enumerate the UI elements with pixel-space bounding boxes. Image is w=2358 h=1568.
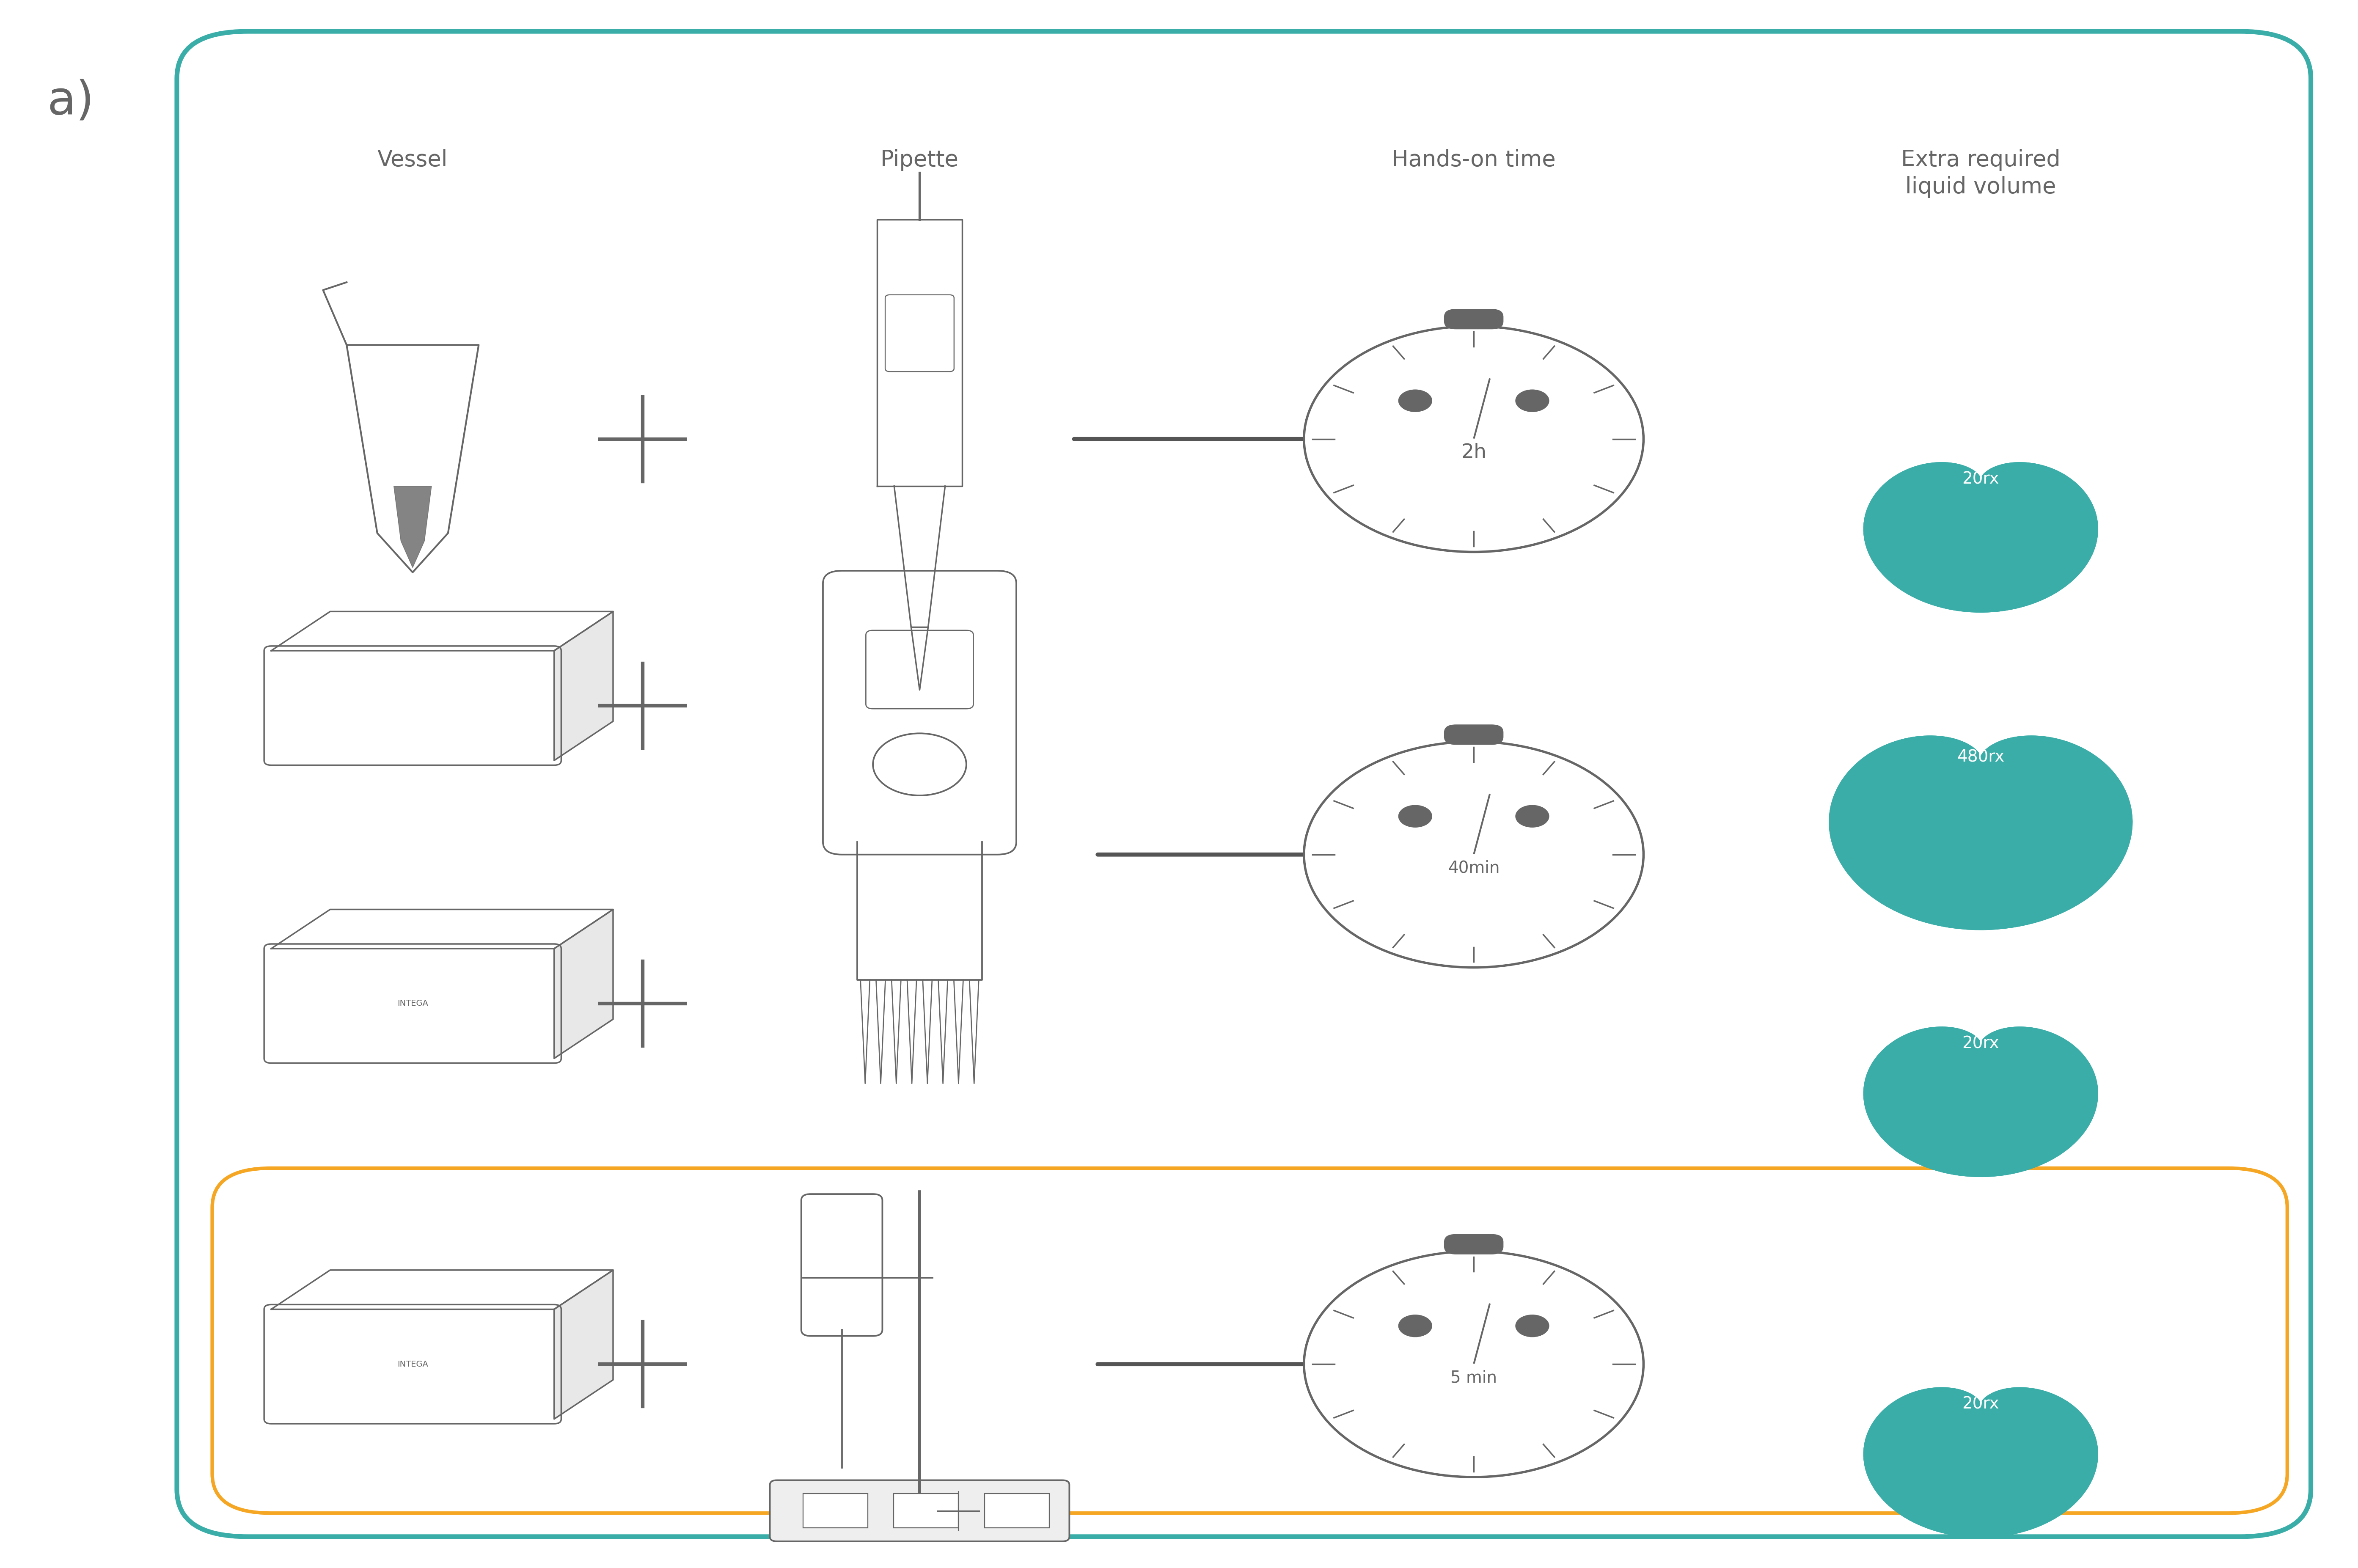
Text: INTEGA: INTEGA xyxy=(396,1359,429,1369)
Polygon shape xyxy=(1830,735,2132,930)
Circle shape xyxy=(1398,389,1431,412)
Circle shape xyxy=(1516,389,1549,412)
Polygon shape xyxy=(554,612,613,760)
Text: a): a) xyxy=(47,78,94,124)
Polygon shape xyxy=(394,486,432,568)
Polygon shape xyxy=(554,1270,613,1419)
Text: Vessel: Vessel xyxy=(377,149,448,171)
Circle shape xyxy=(1304,326,1644,552)
Polygon shape xyxy=(1863,1388,2099,1537)
FancyBboxPatch shape xyxy=(986,1493,1049,1527)
FancyBboxPatch shape xyxy=(1443,309,1504,329)
Polygon shape xyxy=(1863,463,2099,612)
Text: 20rx: 20rx xyxy=(1962,1396,2000,1413)
Polygon shape xyxy=(271,1270,613,1309)
Text: Extra required
liquid volume: Extra required liquid volume xyxy=(1901,149,2061,198)
Circle shape xyxy=(1304,742,1644,967)
FancyBboxPatch shape xyxy=(894,1493,957,1527)
FancyBboxPatch shape xyxy=(1443,724,1504,745)
Text: 480rx: 480rx xyxy=(1957,750,2004,765)
Text: Pipette: Pipette xyxy=(880,149,960,171)
FancyBboxPatch shape xyxy=(802,1493,868,1527)
Text: 20rx: 20rx xyxy=(1962,1035,2000,1052)
Text: 20rx: 20rx xyxy=(1962,470,2000,488)
Polygon shape xyxy=(1863,1027,2099,1176)
Circle shape xyxy=(1516,1314,1549,1338)
Text: INTEGA: INTEGA xyxy=(396,999,429,1008)
Circle shape xyxy=(1398,1314,1431,1338)
Circle shape xyxy=(1398,804,1431,828)
Polygon shape xyxy=(271,612,613,651)
Circle shape xyxy=(1516,804,1549,828)
Text: Hands-on time: Hands-on time xyxy=(1391,149,1556,171)
FancyBboxPatch shape xyxy=(771,1480,1071,1541)
Text: 40min: 40min xyxy=(1448,861,1500,877)
Text: 2h: 2h xyxy=(1462,444,1486,463)
Circle shape xyxy=(1304,1251,1644,1477)
Polygon shape xyxy=(554,909,613,1058)
Polygon shape xyxy=(271,909,613,949)
Text: 5 min: 5 min xyxy=(1450,1370,1497,1386)
FancyBboxPatch shape xyxy=(1443,1234,1504,1254)
